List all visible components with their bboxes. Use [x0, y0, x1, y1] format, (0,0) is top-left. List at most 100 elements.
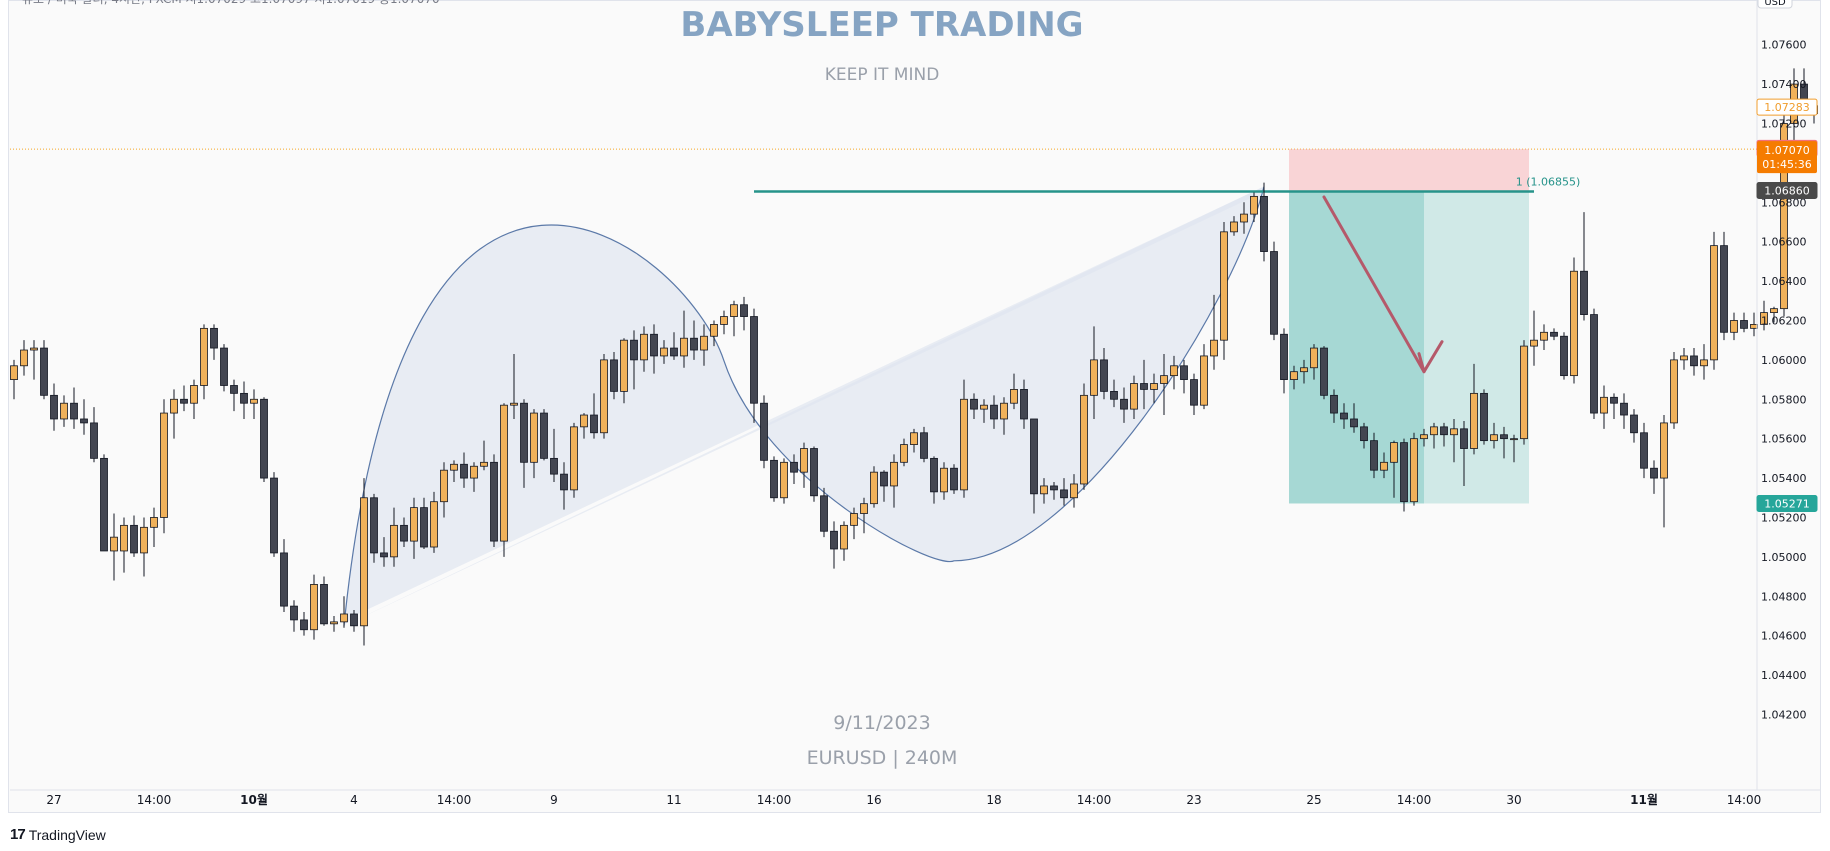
candle-bearish	[350, 613, 358, 627]
current-price-tag[interactable]	[1757, 141, 1817, 174]
candle-bearish	[970, 398, 978, 410]
candle-bullish	[190, 385, 198, 404]
pattern-channel-area	[344, 186, 1264, 626]
time-tick-label: 14:00	[757, 793, 792, 807]
candle-bearish	[1370, 440, 1378, 471]
candle-bullish	[1520, 345, 1528, 440]
candle-bullish	[430, 501, 438, 548]
candle-bullish	[1730, 320, 1738, 333]
tradingview-logo[interactable]: 17 TradingView	[10, 826, 106, 843]
candle-bearish	[1330, 394, 1338, 414]
candle-bullish	[1090, 359, 1098, 396]
arrow-line[interactable]	[1322, 195, 1426, 374]
candle-bearish	[1610, 396, 1618, 404]
stop-loss-zone[interactable]	[1289, 149, 1529, 192]
candle-bullish	[1410, 438, 1418, 503]
candle-bullish	[10, 365, 18, 380]
candle-bearish	[770, 459, 778, 499]
candle-bearish	[1460, 428, 1468, 449]
time-tick-label: 18	[986, 793, 1001, 807]
candle-bearish	[460, 463, 468, 479]
price-tick-label: 1.06200	[1761, 314, 1807, 327]
time-tick-label: 4	[350, 793, 358, 807]
candle-bullish	[330, 621, 338, 625]
candle-bullish	[170, 398, 178, 414]
candle-bearish	[630, 339, 638, 361]
candle-bullish	[1210, 339, 1218, 357]
time-tick-label: 14:00	[1397, 793, 1432, 807]
candle-bearish	[520, 402, 528, 463]
time-tick-label: 11	[666, 793, 681, 807]
candle-bullish	[1240, 213, 1248, 223]
candle-bullish	[1660, 422, 1668, 479]
candle-bullish	[310, 584, 318, 631]
time-tick-label: 10월	[240, 792, 268, 807]
candle-bullish	[440, 469, 448, 503]
price-tag-label: 1.05271	[1764, 497, 1810, 510]
candle-bullish	[140, 526, 148, 554]
candle-bearish	[880, 471, 888, 487]
time-tick-label: 27	[46, 793, 61, 807]
candle-bearish	[1020, 389, 1028, 420]
candle-bullish	[910, 432, 918, 445]
candle-bearish	[820, 495, 828, 532]
candle-bearish	[40, 347, 48, 396]
chart-canvas[interactable]: 유로 / 미국 달러, 4시간, FXCM 시1.07029 고1.07097 …	[0, 0, 1830, 813]
candle-bullish	[1700, 359, 1708, 367]
price-tick-label: 1.05400	[1761, 472, 1807, 485]
candle-bearish	[990, 404, 998, 420]
candle-bearish	[320, 584, 328, 625]
candle-bearish	[670, 347, 678, 357]
candle-bearish	[1100, 359, 1108, 392]
candle-bullish	[530, 412, 538, 463]
candle-bearish	[1640, 432, 1648, 469]
candle-bearish	[1140, 383, 1148, 390]
candle-bearish	[650, 333, 658, 357]
candle-bullish	[1600, 396, 1608, 414]
candle-bullish	[720, 316, 728, 325]
time-tick-label: 9	[550, 793, 558, 807]
candle-bullish	[840, 524, 848, 550]
candle-bearish	[130, 524, 138, 554]
candle-bullish	[500, 404, 508, 542]
candle-bearish	[830, 530, 838, 550]
price-tick-label: 1.05600	[1761, 433, 1807, 446]
candle-bearish	[1630, 414, 1638, 434]
candle-bearish	[1400, 442, 1408, 503]
candle-bearish	[70, 402, 78, 420]
candle-bearish	[90, 422, 98, 459]
time-tick-label: 16	[866, 793, 881, 807]
price-tag-label: 1.07283	[1764, 101, 1810, 114]
candle-bearish	[420, 507, 428, 548]
candle-bullish	[1530, 339, 1538, 347]
candle-bearish	[50, 394, 58, 420]
candle-bullish	[1220, 231, 1228, 341]
candle-bearish	[280, 552, 288, 607]
candle-bullish	[1760, 312, 1768, 325]
price-tag[interactable]	[1756, 98, 1818, 116]
time-tick-label: 23	[1186, 793, 1201, 807]
candle-bullish	[800, 448, 808, 473]
candle-bullish	[1250, 195, 1258, 215]
candle-bullish	[620, 339, 628, 392]
currency-selector[interactable]	[1757, 0, 1793, 9]
candle-bearish	[1580, 270, 1588, 315]
candle-bearish	[1650, 467, 1658, 479]
price-tag[interactable]	[1756, 181, 1818, 199]
candle-bullish	[1570, 270, 1578, 377]
candle-bullish	[1710, 245, 1718, 361]
price-tick-label: 1.07200	[1761, 117, 1807, 130]
price-tick-label: 1.05200	[1761, 511, 1807, 524]
candle-bearish	[1550, 331, 1558, 337]
candle-bearish	[1280, 333, 1288, 380]
candle-bullish	[470, 465, 478, 479]
price-tick-label: 1.06400	[1761, 275, 1807, 288]
price-tag[interactable]	[1756, 494, 1818, 512]
candle-bearish	[750, 316, 758, 404]
candle-bullish	[1080, 394, 1088, 485]
candle-bearish	[930, 457, 938, 493]
candle-bullish	[1200, 355, 1208, 406]
horizontal-level-label: 1 (1.06855)	[1516, 175, 1581, 188]
price-tag-label: 1.06860	[1764, 184, 1810, 197]
pattern-curve[interactable]	[343, 186, 1265, 626]
